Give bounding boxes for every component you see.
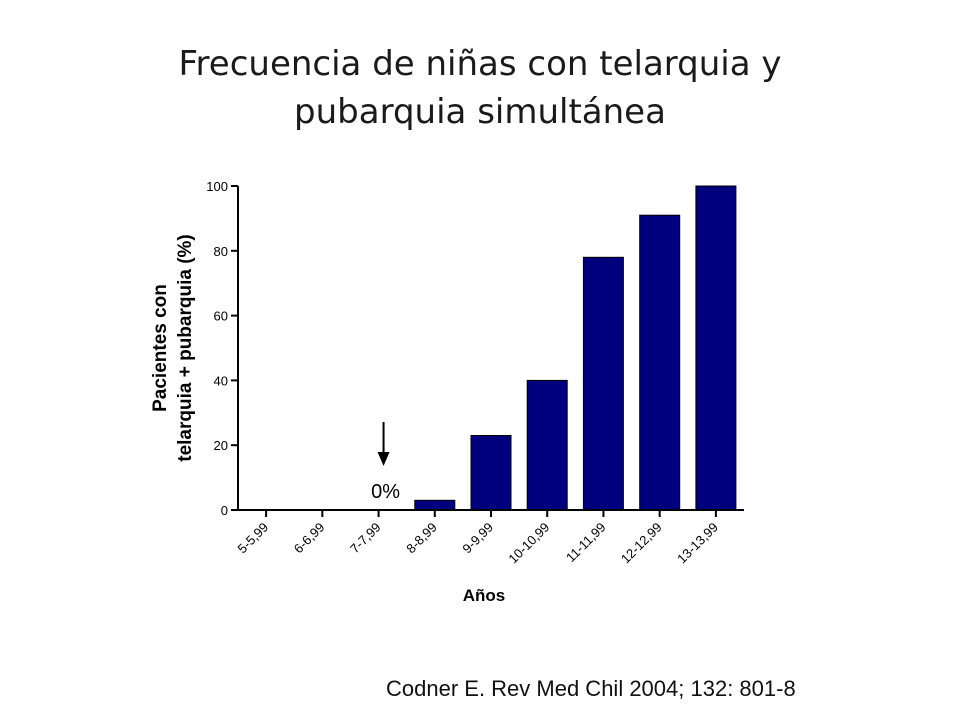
y-tick-label-0: 0: [221, 503, 228, 518]
y-axis-label-line-2: telarquia + pubarquia (%): [175, 234, 196, 462]
bar-9-9,99: [470, 435, 512, 511]
bar-12-12,99: [639, 214, 681, 511]
x-tick-label-12-12,99: 12-12,99: [618, 520, 665, 567]
y-tick-label-40: 40: [214, 373, 228, 388]
x-tick-label-6-6,99: 6-6,99: [291, 520, 328, 557]
annotation-group: 0%: [371, 422, 400, 503]
x-tick-label-5-5,99: 5-5,99: [235, 520, 272, 557]
citation: Codner E. Rev Med Chil 2004; 132: 801-8: [386, 676, 796, 701]
title-line-1: Frecuencia de niñas con telarquia y: [178, 44, 782, 84]
slide-title: Frecuencia de niñas con telarquia y puba…: [80, 40, 880, 136]
annotation-label: 0%: [371, 481, 400, 503]
bar-11-11,99: [582, 256, 624, 511]
bars-group: [414, 185, 737, 511]
y-tick-label-60: 60: [214, 309, 228, 324]
y-tick-label-20: 20: [214, 438, 228, 453]
x-tick-label-13-13,99: 13-13,99: [674, 520, 721, 567]
annotation-arrow-head: [377, 452, 390, 466]
bar-8-8,99: [414, 499, 456, 511]
y-axis-label-line-1: Pacientes con: [150, 284, 171, 412]
bar-13-13,99: [695, 185, 737, 511]
x-tick-label-9-9,99: 9-9,99: [459, 520, 496, 557]
x-tick-label-11-11,99: 11-11,99: [563, 520, 609, 566]
y-tick-label-80: 80: [214, 244, 228, 259]
x-tick-label-8-8,99: 8-8,99: [403, 520, 440, 557]
x-tick-label-10-10,99: 10-10,99: [505, 520, 552, 567]
bar-10-10,99: [526, 379, 568, 511]
title-line-2: pubarquia simultánea: [294, 92, 666, 132]
x-tick-label-7-7,99: 7-7,99: [347, 520, 384, 557]
x-axis-label: Años: [463, 586, 506, 605]
y-tick-label-100: 100: [206, 179, 228, 194]
